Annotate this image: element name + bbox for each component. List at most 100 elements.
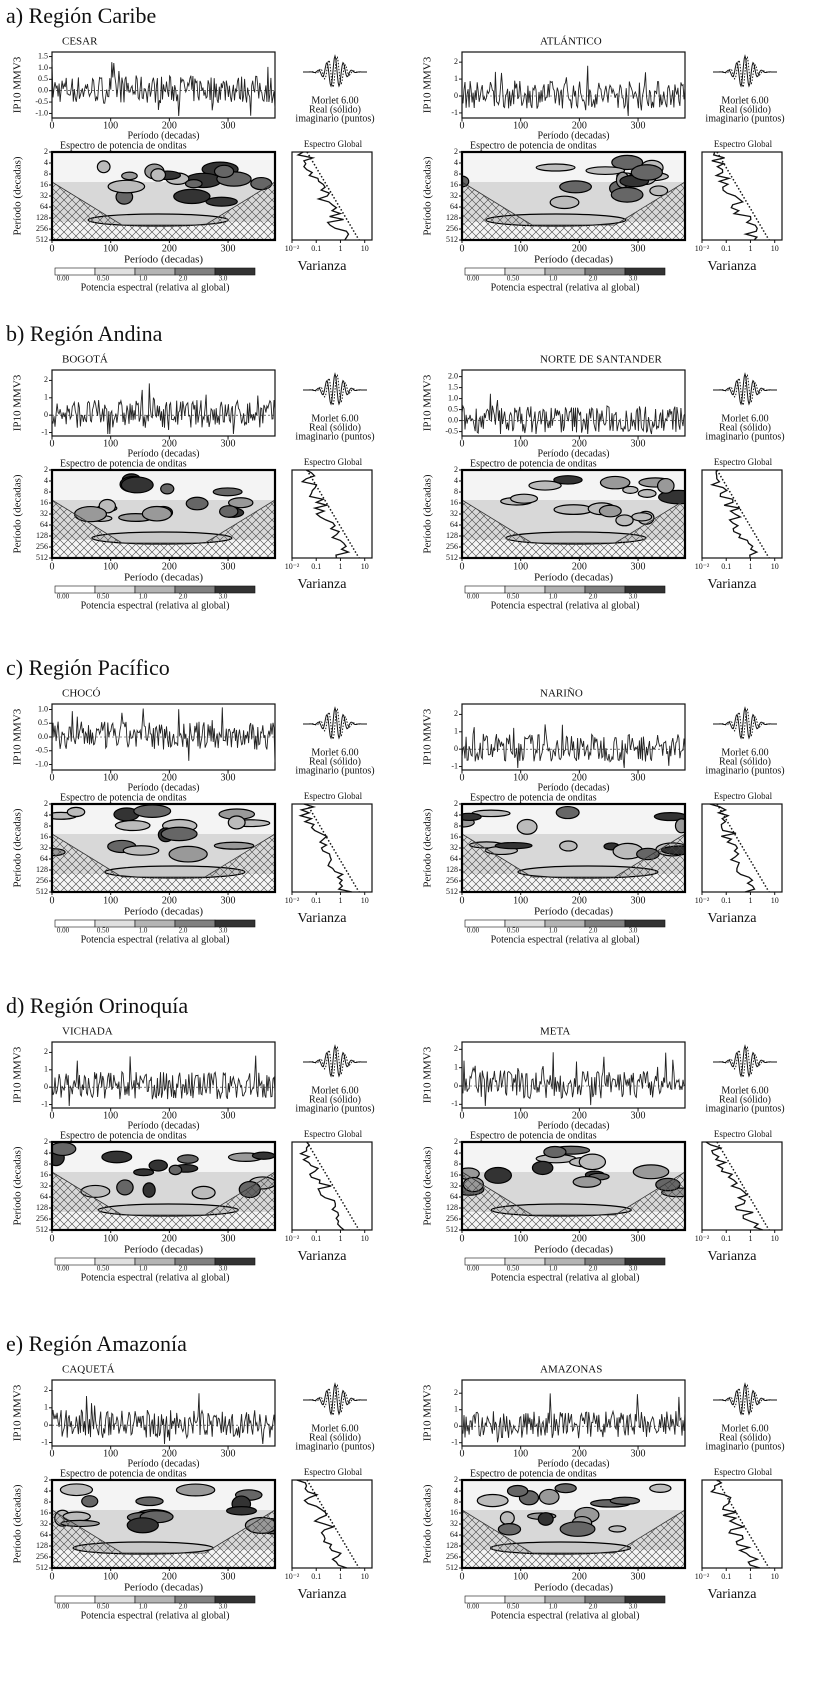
colorbar-tick-label: 0.00 (57, 1603, 70, 1611)
y-tick-label: 2 (44, 799, 48, 808)
series-trace (462, 66, 685, 116)
power-blob (206, 197, 237, 206)
y-tick-label: 4 (454, 810, 458, 819)
y-tick-label: 64 (450, 520, 458, 529)
y-tick-label: 256 (36, 1552, 48, 1561)
y-tick-label: 256 (446, 542, 458, 551)
colorbar-tick-label: 0.00 (57, 1265, 70, 1273)
spectrum-title: Espectro de potencia de onditas (470, 792, 597, 803)
power-blob (632, 513, 652, 521)
x-tick-label: 0 (460, 772, 465, 783)
power-blob (186, 180, 203, 188)
y-tick-label: 64 (450, 202, 458, 211)
significance-level (307, 804, 359, 892)
power-blob (599, 505, 621, 517)
x-tick-label: 100 (103, 1233, 118, 1244)
y-tick-label: 16 (450, 180, 458, 189)
x-tick-label: 10⁻² (695, 1572, 710, 1581)
y-tick-label: 128 (36, 213, 48, 222)
station-name: CAQUETÁ (62, 1364, 115, 1376)
y-tick-label: 8 (44, 1159, 48, 1168)
x-tick-label: 300 (631, 438, 646, 449)
y-tick-label: 64 (450, 1530, 458, 1539)
y-tick-label: 0 (44, 1420, 48, 1429)
x-tick-label: 100 (513, 772, 528, 783)
wavelet-imag: imaginario (puntos) (705, 431, 784, 442)
x-tick-label: 0.1 (721, 896, 731, 905)
y-tick-label: -1.0 (35, 759, 48, 768)
plot-frame (462, 1042, 685, 1108)
y-tick-label: 512 (36, 553, 48, 562)
panel: NORTE DE SANTANDERIP10 MMV32.01.51.00.50… (422, 354, 785, 612)
x-tick-label: 10 (771, 244, 779, 253)
y-tick-label: 32 (40, 1181, 48, 1190)
y-tick-label: 512 (446, 1563, 458, 1572)
power-blob (609, 1526, 626, 1532)
y-tick-label: 2 (454, 147, 458, 156)
global-frame (702, 1480, 782, 1568)
power-blob (176, 1484, 214, 1496)
y-axis-label: IP10 MMV3 (12, 1046, 24, 1103)
y-tick-label: 8 (44, 821, 48, 830)
y-tick-label: 1 (454, 74, 458, 83)
x-tick-label: 1 (338, 896, 342, 905)
power-blob (136, 1497, 163, 1506)
x-tick-label: 300 (631, 120, 646, 131)
colorbar-tick-label: 0.00 (467, 275, 480, 283)
y-tick-label: 0 (454, 91, 458, 100)
power-blob (560, 841, 577, 851)
significance-level (307, 470, 359, 558)
variance-label: Varianza (298, 1587, 348, 1602)
y-tick-label: 32 (450, 843, 458, 852)
y-tick-label: 16 (40, 498, 48, 507)
x-tick-label: 300 (221, 772, 236, 783)
power-blob (500, 1512, 514, 1525)
y-tick-label: -1 (451, 108, 458, 117)
power-blob (213, 488, 242, 496)
power-blob (161, 827, 197, 840)
y-tick-label: 512 (446, 553, 458, 562)
power-blob (227, 1507, 257, 1515)
x-tick-label: 0.1 (721, 1234, 731, 1243)
power-blob (186, 497, 208, 510)
y-tick-label: 8 (44, 169, 48, 178)
y-tick-label: 0.5 (38, 74, 48, 83)
x-axis-label: Período (decadas) (124, 1244, 203, 1256)
global-title: Espectro Global (304, 139, 363, 149)
y-tick-label: 8 (454, 1497, 458, 1506)
y-tick-label: 0.0 (38, 732, 48, 741)
y-tick-label: 2 (44, 1385, 48, 1394)
y-tick-label: 128 (446, 1541, 458, 1550)
x-tick-label: 0 (50, 895, 55, 906)
power-blob (554, 505, 593, 515)
power-blob (573, 1177, 601, 1188)
x-axis-label: Período (decadas) (124, 254, 203, 266)
x-tick-label: 100 (103, 120, 118, 131)
x-axis-label: Período (decadas) (124, 1582, 203, 1594)
x-tick-label: 0.1 (311, 1572, 321, 1581)
y-tick-label: 64 (40, 1192, 48, 1201)
y-tick-label: 512 (36, 1563, 48, 1572)
y-axis-label: Período (decadas) (422, 474, 434, 553)
x-tick-label: 300 (631, 1110, 646, 1121)
power-blob (511, 494, 538, 503)
x-tick-label: 0 (460, 1571, 465, 1582)
colorbar-label: Potencia espectral (relativa al global) (81, 600, 230, 611)
y-tick-label: 2 (454, 799, 458, 808)
x-tick-label: 0 (460, 438, 465, 449)
y-tick-label: 0 (454, 1081, 458, 1090)
variance-label: Varianza (298, 259, 348, 274)
power-blob (517, 820, 537, 835)
colorbar-tick-label: 0.00 (467, 593, 480, 601)
station-name: AMAZONAS (540, 1364, 602, 1376)
x-tick-label: 100 (513, 895, 528, 906)
global-spectrum (712, 152, 757, 240)
series-trace (52, 707, 275, 762)
x-tick-label: 0 (50, 1448, 55, 1459)
global-title: Espectro Global (304, 457, 363, 467)
power-blob (228, 816, 245, 829)
colorbar-label: Potencia espectral (relativa al global) (81, 1272, 230, 1283)
x-tick-label: 100 (513, 561, 528, 572)
wavelet-imag: imaginario (puntos) (295, 1103, 374, 1114)
